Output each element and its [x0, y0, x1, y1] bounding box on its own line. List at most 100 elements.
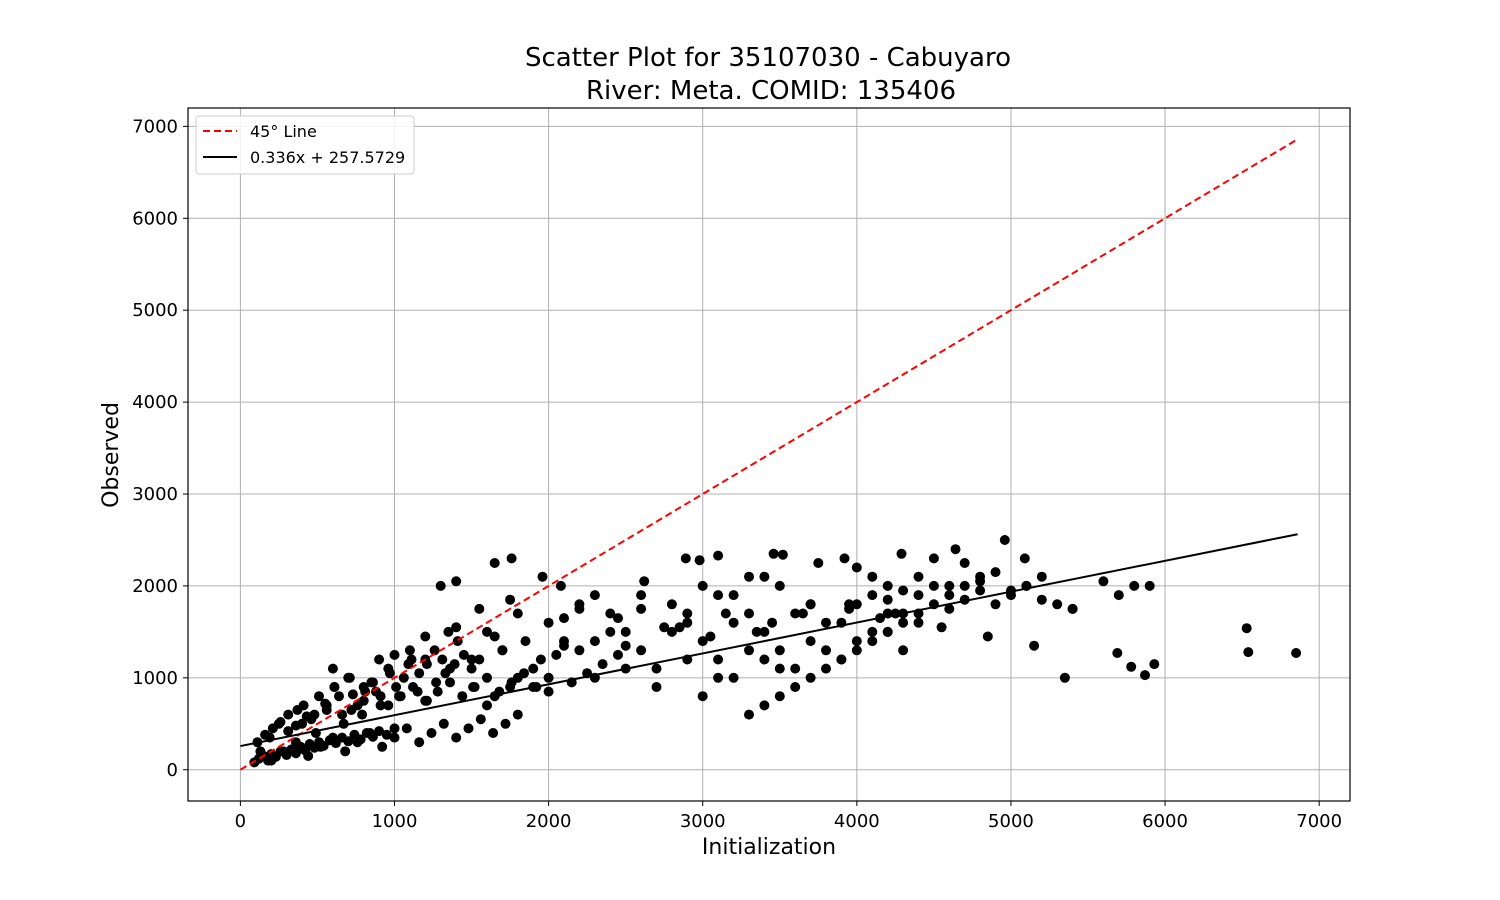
data-point — [537, 571, 548, 582]
data-point — [1144, 580, 1155, 591]
data-point — [401, 723, 412, 734]
data-point — [928, 553, 939, 564]
data-point — [383, 700, 394, 711]
data-point — [451, 576, 462, 587]
data-point — [475, 714, 486, 725]
data-point — [713, 654, 724, 665]
data-point — [990, 567, 1001, 578]
x-tick-label: 4000 — [834, 811, 880, 832]
data-point — [314, 691, 324, 702]
data-point — [438, 718, 449, 729]
data-point — [528, 663, 539, 674]
x-tick-label: 2000 — [526, 811, 572, 832]
data-point — [506, 553, 517, 564]
data-point — [821, 663, 831, 674]
data-point — [398, 672, 409, 683]
data-point — [790, 663, 801, 674]
data-point — [805, 636, 816, 647]
data-point — [605, 608, 616, 619]
data-point — [713, 550, 724, 561]
data-point — [774, 691, 785, 702]
data-point — [391, 682, 402, 692]
data-point — [759, 571, 770, 582]
data-point — [697, 580, 708, 591]
data-point — [329, 682, 340, 692]
data-point — [340, 746, 351, 757]
data-point — [374, 726, 385, 737]
data-point — [303, 751, 314, 761]
data-point — [343, 736, 354, 747]
data-point — [694, 555, 705, 566]
data-point — [420, 695, 431, 706]
y-tick-label: 1000 — [132, 668, 178, 689]
data-point — [500, 718, 511, 729]
data-point — [713, 590, 724, 601]
data-point — [551, 649, 562, 660]
data-point — [705, 631, 716, 642]
data-point — [1140, 670, 1150, 681]
data-point — [651, 663, 662, 674]
data-point — [1149, 659, 1160, 670]
data-point — [426, 728, 437, 738]
data-point — [290, 737, 301, 748]
data-point — [759, 626, 770, 637]
x-tick-label: 6000 — [1142, 811, 1188, 832]
data-point — [597, 659, 608, 670]
data-point — [543, 672, 554, 683]
y-tick-label: 5000 — [132, 300, 178, 321]
data-point — [489, 558, 500, 568]
data-point — [389, 732, 400, 743]
data-point — [867, 590, 878, 601]
data-point — [774, 580, 785, 591]
data-point — [574, 645, 585, 656]
data-point — [913, 617, 924, 628]
data-point — [651, 682, 662, 692]
data-point — [821, 617, 831, 628]
data-point — [559, 613, 569, 624]
data-point — [466, 654, 477, 665]
data-point — [321, 700, 332, 711]
data-point — [505, 594, 516, 605]
data-point — [774, 663, 785, 674]
data-point — [959, 558, 970, 568]
data-point — [1291, 648, 1302, 658]
y-tick-label: 3000 — [132, 484, 178, 505]
chart-title-line-2: River: Meta. COMID: 135406 — [586, 76, 956, 106]
data-point — [777, 549, 788, 560]
data-point — [613, 649, 623, 660]
data-point — [896, 548, 907, 559]
data-point — [836, 654, 847, 665]
data-point — [1059, 672, 1070, 683]
data-point — [358, 682, 369, 692]
data-point — [366, 677, 377, 688]
data-point — [375, 700, 386, 711]
data-point — [1036, 594, 1047, 605]
data-point — [944, 590, 955, 601]
y-tick-label: 2000 — [132, 576, 178, 597]
data-point — [839, 553, 850, 564]
data-point — [505, 682, 516, 692]
data-point — [474, 603, 485, 614]
legend-label: 0.336x + 257.5729 — [250, 148, 405, 167]
legend-label: 45° Line — [250, 122, 317, 141]
data-point — [1113, 590, 1124, 601]
data-point — [543, 686, 554, 697]
legend-box — [195, 115, 415, 175]
x-tick-label: 0 — [235, 811, 246, 832]
data-point — [751, 626, 762, 637]
data-point — [982, 631, 993, 642]
data-point — [443, 626, 454, 637]
data-point — [408, 682, 418, 692]
data-point — [759, 700, 770, 711]
data-point — [482, 672, 492, 683]
data-point — [432, 686, 443, 697]
data-point — [445, 677, 455, 688]
data-point — [451, 732, 462, 743]
data-point — [944, 580, 955, 591]
data-point — [488, 728, 499, 738]
data-point — [337, 709, 348, 720]
data-point — [950, 544, 961, 555]
data-point — [543, 617, 554, 628]
data-point — [457, 691, 468, 702]
data-point — [1036, 571, 1047, 582]
